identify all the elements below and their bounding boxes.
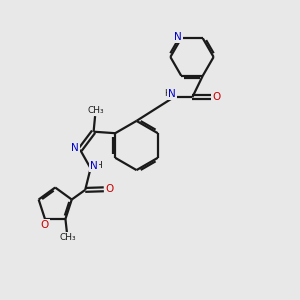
Text: N: N [174,32,182,42]
Text: O: O [106,184,114,194]
Text: CH₃: CH₃ [59,233,76,242]
Text: O: O [40,220,49,230]
Text: H: H [96,161,102,170]
Text: N: N [71,143,79,153]
Text: N: N [90,161,98,171]
Text: O: O [213,92,221,102]
Text: H: H [164,89,170,98]
Text: CH₃: CH₃ [87,106,104,115]
Text: N: N [168,89,176,99]
